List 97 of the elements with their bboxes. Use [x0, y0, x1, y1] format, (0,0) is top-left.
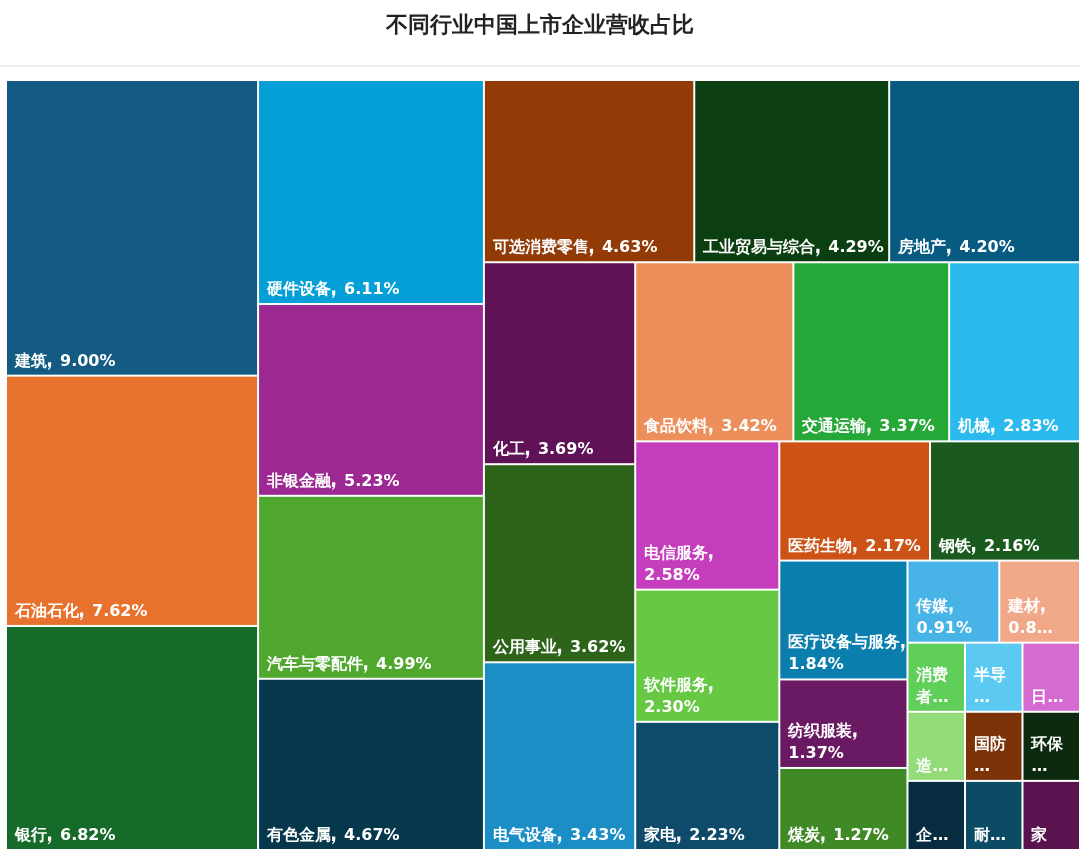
- cell: 硬件设备 6.11%: [259, 81, 483, 304]
- category-label: 家电: [643, 825, 678, 844]
- data-label: 4.67%: [344, 825, 400, 844]
- category-label: 交通运输: [801, 416, 868, 436]
- category-label: 半导…: [972, 664, 1006, 706]
- data-label: 6.82%: [60, 825, 116, 844]
- cell: 机械 2.83%: [950, 263, 1079, 441]
- cell: 房地产 4.20%: [890, 81, 1079, 262]
- cell: 传媒 0.91%: [908, 561, 999, 642]
- cell: 工业贸易与综合 4.29%: [695, 81, 889, 262]
- category-label: 企…: [915, 825, 949, 844]
- cell: 医药生物 2.17%: [780, 442, 929, 560]
- cell: 有色金属 4.67%: [259, 679, 483, 849]
- category-label: 公用事业: [491, 637, 557, 657]
- category-label: 软件服务: [643, 674, 709, 694]
- category-label: 电气设备: [492, 825, 557, 844]
- category-label: 国防…: [973, 733, 1006, 775]
- cell: 医疗设备与服务 1.84%: [780, 561, 907, 679]
- cell: 日…: [1023, 643, 1079, 711]
- data-label: 3.69%: [537, 439, 594, 459]
- data-label: 9.00%: [60, 350, 116, 370]
- cell: 电信服务 2.58%: [636, 442, 779, 589]
- category-label: 煤炭: [787, 825, 822, 844]
- category-label: 化工: [491, 439, 525, 459]
- cell: 家电 2.23%: [636, 722, 779, 849]
- category-label: 有色金属: [266, 825, 332, 844]
- data-label: 4.20%: [959, 237, 1015, 257]
- cell: 消费者…: [908, 643, 964, 711]
- cell: 化工 3.69%: [484, 263, 635, 464]
- category-label: 环保…: [1030, 733, 1065, 775]
- data-label: 2.23%: [689, 825, 745, 844]
- data-label: 3.42%: [721, 416, 777, 436]
- data-label: 6.11%: [344, 279, 400, 299]
- data-label: 2.17%: [865, 535, 921, 555]
- category-label: 造…: [916, 755, 949, 775]
- cell: 石油石化 7.62%: [7, 376, 258, 625]
- cell: 国防…: [966, 712, 1022, 780]
- category-label: 工业贸易与综合: [702, 237, 816, 257]
- category-label: 电信服务: [644, 542, 709, 562]
- cell: 耐…: [966, 781, 1022, 849]
- category-label: 纺织服装: [787, 720, 853, 740]
- category-label: 建材: [1006, 595, 1041, 615]
- data-label: 2.83%: [1003, 416, 1059, 436]
- data-label: 3.43%: [569, 825, 626, 844]
- cell: 环保…: [1023, 712, 1079, 780]
- category-label: 食品饮料: [643, 416, 709, 436]
- cell: 银行 6.82%: [7, 626, 258, 849]
- cell: 非银金融 5.23%: [259, 305, 483, 495]
- category-label: 建筑: [13, 350, 47, 370]
- data-label: 2.16%: [983, 535, 1040, 555]
- cell: 建筑 9.00%: [7, 81, 258, 375]
- data-label: 2.58%: [644, 564, 700, 584]
- data-label: 1.84%: [788, 654, 844, 674]
- data-label: 5.23%: [344, 470, 400, 490]
- data-label: 0.91%: [916, 617, 972, 637]
- cell: 公用事业 3.62%: [484, 465, 635, 662]
- category-label: 石油石化: [14, 600, 80, 620]
- cell: 煤炭 1.27%: [780, 768, 907, 849]
- data-label: 3.37%: [879, 416, 935, 436]
- data-label: 7.62%: [92, 600, 148, 620]
- category-label: 钢铁: [937, 535, 972, 555]
- data-label: 4.63%: [601, 237, 658, 257]
- data-label: 4.29%: [828, 237, 884, 257]
- cell: 钢铁 2.16%: [931, 442, 1079, 560]
- data-label: 0.8…: [1008, 617, 1053, 637]
- category-label: 医药生物: [788, 535, 853, 555]
- category-label: 消费者…: [915, 664, 949, 706]
- category-label: 银行: [14, 825, 47, 844]
- data-label: 1.27%: [833, 825, 889, 844]
- category-label: 房地产: [897, 237, 947, 257]
- category-label: 硬件设备: [266, 279, 332, 299]
- category-label: 医疗设备与服务: [788, 632, 901, 652]
- category-label: 机械: [957, 416, 991, 436]
- data-label: 4.99%: [376, 653, 432, 673]
- cell: 电气设备 3.43%: [484, 663, 635, 849]
- cell: 企…: [908, 781, 964, 849]
- category-label: 汽车与零配件: [266, 653, 364, 673]
- category-label: 非银金融: [266, 470, 333, 490]
- category-label: 可选消费零售: [491, 237, 589, 257]
- category-label: 日…: [1031, 686, 1064, 706]
- category-label: 耐…: [973, 825, 1006, 844]
- cell: 食品饮料 3.42%: [636, 263, 793, 441]
- cell: 家: [1023, 781, 1079, 849]
- data-label: 3.62%: [569, 637, 626, 657]
- cell: 汽车与零配件 4.99%: [259, 496, 483, 678]
- text: 不同行业中国上市企业营收占比: [385, 12, 694, 37]
- cell: 交通运输 3.37%: [794, 263, 949, 441]
- cell: 建材 0.8…: [1000, 561, 1079, 642]
- cell: 软件服务 2.30%: [636, 590, 779, 721]
- data-label: 1.37%: [788, 742, 844, 762]
- cell: 纺织服装 1.37%: [780, 680, 907, 767]
- data-label: 2.30%: [644, 696, 700, 716]
- category-label: 传媒: [915, 595, 950, 615]
- cell: 可选消费零售 4.63%: [484, 81, 694, 262]
- cell: 半导…: [966, 643, 1022, 711]
- category-label: 家: [1030, 825, 1048, 844]
- cell: 造…: [908, 712, 964, 780]
